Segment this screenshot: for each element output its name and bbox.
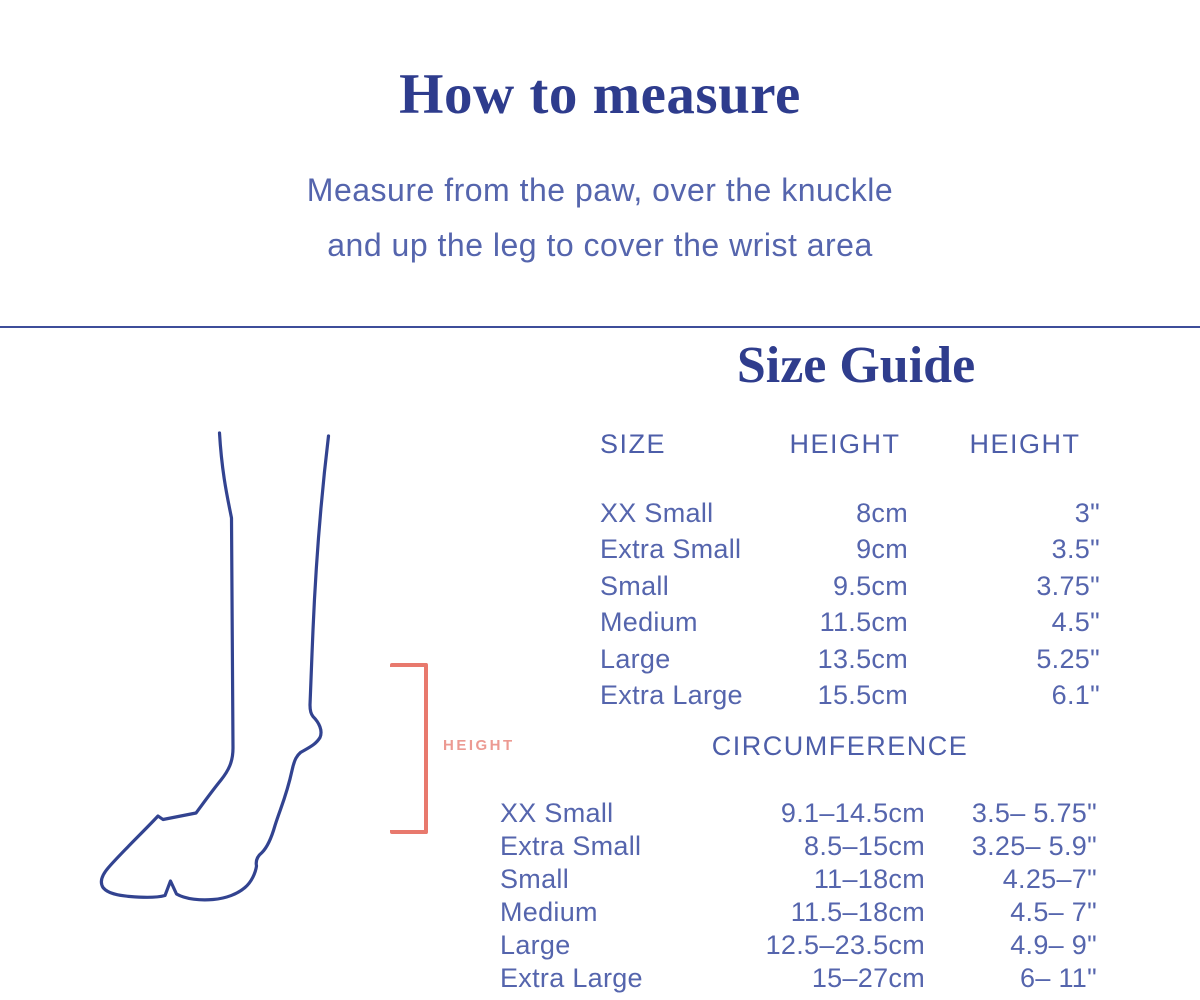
table-row: Extra Large 15.5cm 6.1" [600, 677, 1100, 713]
circumference-section-header: CIRCUMFERENCE [711, 731, 969, 761]
size-cell: XX Small [500, 798, 614, 828]
inches-cell: 3.75" [1036, 570, 1100, 601]
table-row: XX Small 9.1–14.5cm 3.5– 5.75" [500, 797, 1097, 830]
column-header-size: SIZE [600, 429, 667, 459]
cm-cell: 11.5cm [819, 607, 908, 638]
cm-cell: 8.5–15cm [804, 831, 925, 861]
inches-cell: 5.25" [1036, 643, 1100, 674]
cm-cell: 13.5cm [817, 643, 908, 674]
inches-cell: 4.25–7" [1002, 864, 1097, 894]
cm-cell: 9.1–14.5cm [780, 798, 925, 828]
size-guide-title: Size Guide [736, 337, 976, 394]
table-row: Extra Small 8.5–15cm 3.25– 5.9" [500, 830, 1097, 863]
dog-leg-illustration [99, 431, 331, 902]
table-row: Small 11–18cm 4.25–7" [500, 863, 1097, 896]
size-cell: Extra Large [500, 963, 643, 993]
intro-text-line2: and up the leg to cover the wrist area [327, 227, 873, 263]
column-header-height-in: HEIGHT [969, 429, 1081, 459]
inches-cell: 3" [1074, 498, 1100, 528]
inches-cell: 4.9– 9" [1010, 930, 1097, 960]
cm-cell: 11–18cm [813, 864, 925, 894]
inches-cell: 3.5– 5.75" [971, 798, 1097, 828]
cm-cell: 8cm [856, 498, 908, 528]
circumference-table: XX Small 9.1–14.5cm 3.5– 5.75" Extra Sma… [500, 797, 1097, 995]
cm-cell: 9.5cm [832, 570, 908, 601]
inches-cell: 6– 11" [1020, 963, 1097, 993]
page-title: How to measure [399, 63, 801, 126]
size-cell: Small [500, 864, 570, 894]
cm-cell: 12.5–23.5cm [765, 930, 925, 960]
cm-cell: 11.5–18cm [790, 897, 925, 927]
dog-leg-outline [99, 431, 331, 902]
inches-cell: 4.5– 7" [1010, 897, 1097, 927]
inches-cell: 6.1" [1051, 679, 1100, 710]
inches-cell: 3.25– 5.9" [971, 831, 1097, 861]
table-row: Medium 11.5–18cm 4.5– 7" [500, 896, 1097, 929]
cm-cell: 15–27cm [811, 963, 925, 993]
cm-cell: 15.5cm [817, 679, 908, 710]
column-header-height-cm: HEIGHT [789, 429, 901, 459]
table-row: Extra Small 9cm 3.5" [600, 531, 1100, 567]
cm-cell: 9cm [856, 534, 908, 565]
table-row: Large 13.5cm 5.25" [600, 641, 1100, 677]
inches-cell: 4.5" [1051, 607, 1100, 638]
size-cell: Extra Large [600, 679, 743, 710]
table-row: Small 9.5cm 3.75" [600, 568, 1100, 604]
size-cell: Small [600, 570, 670, 601]
section-divider [0, 326, 1200, 328]
height-bracket-icon [390, 663, 428, 834]
size-cell: Medium [600, 607, 698, 638]
size-cell: Large [600, 643, 671, 674]
height-table: XX Small 8cm 3" Extra Small 9cm 3.5" Sma… [600, 495, 1100, 713]
intro-text-line1: Measure from the paw, over the knuckle [306, 172, 894, 208]
size-cell: Extra Small [600, 534, 742, 565]
size-cell: XX Small [600, 498, 714, 528]
size-cell: Large [500, 930, 571, 960]
size-cell: Extra Small [500, 831, 642, 861]
height-measurement-label: HEIGHT [443, 737, 515, 754]
inches-cell: 3.5" [1051, 534, 1100, 565]
table-row: Medium 11.5cm 4.5" [600, 604, 1100, 640]
table-row: Extra Large 15–27cm 6– 11" [500, 962, 1097, 995]
table-row: XX Small 8cm 3" [600, 495, 1100, 531]
table-row: Large 12.5–23.5cm 4.9– 9" [500, 929, 1097, 962]
intro-text: Measure from the paw, over the knuckle a… [0, 163, 1200, 273]
size-cell: Medium [500, 897, 598, 927]
